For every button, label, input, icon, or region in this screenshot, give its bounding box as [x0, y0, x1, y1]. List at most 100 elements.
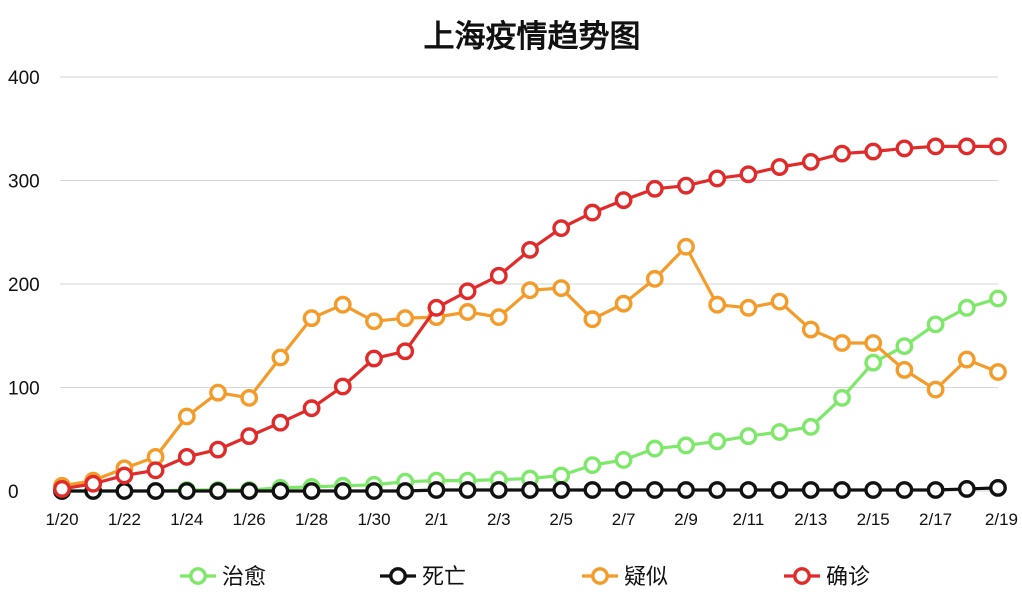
data-point — [583, 456, 602, 475]
series-3 — [53, 137, 1007, 498]
series-2 — [53, 237, 1007, 495]
data-point — [708, 169, 727, 188]
data-point — [396, 309, 415, 328]
legend-item: 确诊 — [784, 565, 870, 590]
data-point — [864, 353, 883, 372]
data-point — [583, 203, 602, 222]
data-point — [614, 294, 633, 313]
data-point — [645, 481, 664, 499]
legend-marker — [591, 567, 609, 585]
data-point — [458, 481, 477, 499]
data-point — [801, 320, 820, 339]
legend: 治愈 死亡 疑似 确诊 — [180, 565, 870, 590]
data-point — [989, 478, 1007, 497]
data-point — [177, 482, 196, 500]
data-point — [739, 298, 758, 317]
data-point — [427, 298, 446, 317]
data-point — [770, 158, 789, 176]
chart-title: 上海疫情趋势图 — [424, 19, 641, 55]
data-point — [645, 179, 664, 198]
data-point — [677, 237, 695, 256]
y-tick-label: 200 — [8, 275, 40, 296]
legend-item: 治愈 — [180, 565, 266, 590]
data-point — [989, 289, 1007, 308]
legend-item: 疑似 — [582, 565, 668, 590]
y-tick-label: 400 — [8, 68, 40, 89]
legend-marker — [389, 567, 407, 585]
data-point — [614, 481, 633, 499]
data-point — [801, 417, 820, 436]
data-point — [739, 165, 758, 184]
x-tick-label: 1/30 — [357, 510, 390, 529]
x-tick-label: 2/11 — [732, 510, 764, 529]
data-point — [53, 480, 71, 498]
data-point — [521, 240, 539, 259]
data-point — [177, 407, 196, 426]
x-tick-label: 2/19 — [985, 510, 1018, 529]
data-point — [552, 481, 571, 499]
data-point — [489, 266, 508, 285]
series-layer — [53, 137, 1007, 500]
legend-label: 疑似 — [624, 565, 668, 590]
data-point — [801, 152, 820, 171]
data-point — [957, 298, 976, 317]
data-point — [833, 334, 851, 352]
data-point — [84, 474, 103, 493]
data-point — [926, 315, 945, 334]
data-point — [708, 481, 727, 499]
x-tick-label: 2/9 — [674, 510, 698, 529]
data-point — [458, 282, 477, 301]
x-tick-label: 2/1 — [425, 510, 449, 529]
series-line — [62, 296, 999, 493]
data-point — [302, 399, 321, 418]
data-point — [739, 427, 758, 446]
legend-item: 死亡 — [380, 565, 466, 590]
x-tick-label: 1/28 — [295, 510, 328, 529]
data-point — [677, 481, 695, 499]
x-tick-label: 1/24 — [170, 510, 203, 529]
data-point — [552, 279, 571, 298]
data-point — [115, 466, 134, 485]
data-point — [708, 432, 727, 451]
data-point — [396, 342, 415, 361]
data-point — [989, 137, 1007, 156]
y-axis-ticks: 0 100 200 300 400 — [8, 68, 40, 503]
data-point — [864, 481, 883, 499]
data-point — [240, 427, 259, 446]
data-point — [801, 481, 820, 499]
x-tick-label: 2/3 — [487, 510, 511, 529]
data-point — [677, 176, 695, 195]
x-tick-label: 2/7 — [612, 510, 636, 529]
series-1 — [53, 478, 1007, 500]
data-point — [957, 137, 976, 156]
data-point — [177, 447, 196, 466]
data-point — [489, 481, 508, 499]
data-point — [895, 139, 914, 158]
data-point — [552, 466, 571, 485]
y-tick-label: 100 — [8, 379, 40, 400]
data-point — [209, 440, 227, 459]
data-point — [521, 481, 539, 499]
legend-marker — [793, 567, 811, 585]
data-point — [614, 191, 633, 210]
data-point — [365, 349, 383, 368]
data-point — [833, 481, 851, 499]
data-point — [240, 482, 259, 500]
x-tick-label: 2/17 — [919, 510, 952, 529]
data-point — [739, 481, 758, 499]
data-point — [583, 481, 602, 499]
data-point — [957, 350, 976, 369]
data-point — [926, 481, 945, 499]
data-point — [302, 309, 321, 328]
x-tick-label: 2/5 — [549, 510, 573, 529]
data-point — [770, 481, 789, 499]
data-point — [146, 461, 165, 480]
y-tick-label: 0 — [8, 482, 19, 503]
data-point — [209, 482, 227, 500]
data-point — [146, 482, 165, 500]
data-point — [396, 482, 415, 500]
legend-marker — [189, 567, 207, 585]
data-point — [770, 292, 789, 311]
series-0 — [53, 289, 1007, 500]
